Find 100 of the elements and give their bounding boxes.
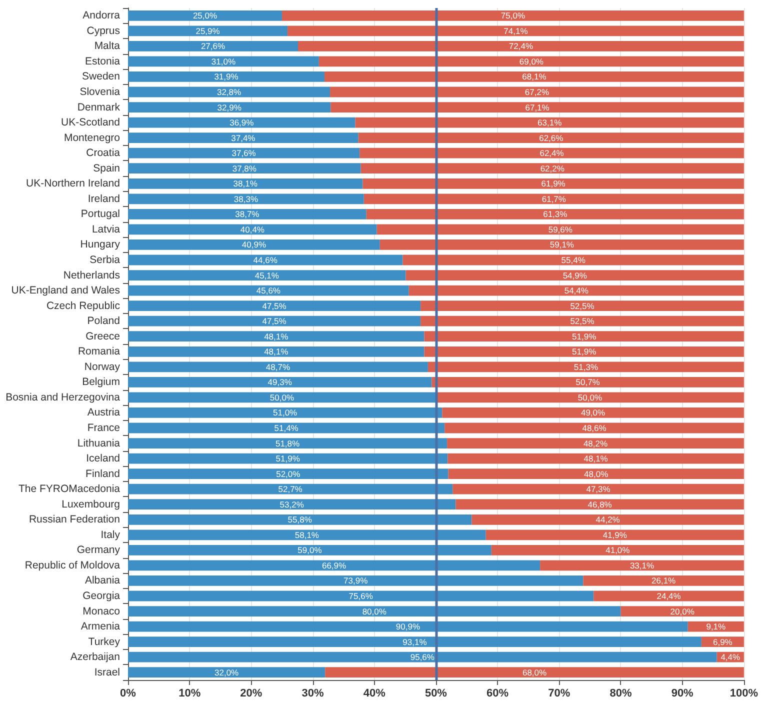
bar — [128, 300, 421, 312]
data-label: 25,9% — [196, 26, 220, 36]
y-tick-label: Armenia — [80, 620, 120, 633]
data-label: 27,6% — [200, 41, 226, 52]
data-label: 59,1% — [550, 240, 574, 250]
y-tick-label: UK-England and Wales — [11, 284, 120, 297]
bar — [486, 530, 744, 540]
data-label: 62,6% — [539, 132, 564, 143]
bar — [444, 422, 744, 434]
y-tick-label: Serbia — [90, 254, 120, 266]
bar — [128, 392, 436, 403]
y-tick-label: Portugal — [80, 208, 120, 220]
data-label: 80,0% — [362, 606, 387, 616]
bar — [472, 514, 744, 525]
bar — [128, 117, 356, 128]
bar — [424, 346, 744, 357]
bar — [366, 208, 744, 220]
bar — [448, 453, 744, 464]
y-tick-label: Romania — [78, 346, 120, 358]
x-tick-label: 30% — [302, 688, 324, 700]
y-tick-label: Monaco — [82, 605, 120, 618]
bar — [620, 606, 744, 616]
bar — [128, 224, 377, 235]
bar — [362, 178, 744, 189]
bar — [128, 560, 540, 571]
bar — [594, 590, 744, 602]
data-label: 61,9% — [541, 178, 566, 189]
bar — [128, 652, 717, 662]
data-label: 51,8% — [275, 438, 300, 448]
y-tick-label: Cyprus — [86, 24, 120, 37]
bar — [128, 240, 380, 250]
data-label: 40,4% — [240, 224, 265, 234]
data-label: 52,7% — [278, 484, 303, 494]
bar — [402, 254, 744, 266]
bar — [360, 163, 744, 174]
y-tick-label: Estonia — [84, 55, 120, 68]
x-tick-label: 10% — [178, 688, 201, 700]
data-label: 61,3% — [543, 209, 568, 220]
data-label: 20,0% — [670, 606, 695, 616]
bar — [128, 484, 453, 494]
bar — [128, 208, 366, 220]
y-tick-label: Andorra — [82, 10, 120, 22]
data-label: 48,6% — [582, 423, 607, 433]
y-tick-label: Lithuania — [77, 437, 120, 450]
bar — [128, 530, 486, 540]
data-label: 75,6% — [348, 591, 374, 601]
bar — [128, 606, 621, 616]
data-label: 69,0% — [519, 56, 544, 66]
data-label: 62,2% — [540, 163, 565, 174]
y-tick-label: Poland — [87, 315, 120, 328]
bar — [324, 72, 744, 82]
bar — [128, 178, 363, 189]
data-label: 50,0% — [270, 392, 294, 402]
data-label: 55,8% — [288, 514, 312, 525]
y-tick-label: Iceland — [86, 452, 120, 465]
data-label: 61,7% — [542, 194, 566, 204]
bar — [128, 590, 594, 602]
data-label: 48,1% — [264, 346, 289, 357]
data-label: 36,9% — [230, 118, 254, 128]
y-tick-label: Israel — [94, 666, 120, 678]
bar — [128, 362, 428, 372]
data-label: 37,6% — [232, 148, 256, 158]
bar — [424, 331, 744, 342]
bar — [420, 316, 744, 326]
data-label: 74,1% — [504, 26, 528, 36]
data-label: 52,5% — [570, 316, 595, 326]
data-label: 93,1% — [402, 636, 428, 647]
bar — [128, 163, 361, 174]
data-label: 47,3% — [586, 484, 611, 494]
data-label: 24,4% — [656, 591, 682, 601]
data-label: 38,1% — [233, 178, 258, 189]
bar — [432, 376, 744, 388]
y-tick-label: Azerbaijan — [70, 651, 120, 664]
data-label: 32,9% — [217, 102, 242, 112]
y-tick-label: Croatia — [86, 147, 120, 160]
x-tick-label: 100% — [730, 688, 758, 700]
y-tick-label: Spain — [93, 162, 120, 174]
bar — [128, 376, 432, 388]
data-label: 41,9% — [602, 530, 628, 540]
bar — [128, 148, 360, 158]
data-label: 68,1% — [522, 72, 547, 82]
data-label: 45,6% — [256, 286, 281, 296]
data-label: 37,4% — [231, 132, 256, 143]
data-label: 4,4% — [720, 652, 741, 662]
y-tick-label: Denmark — [77, 101, 121, 114]
data-label: 37,8% — [232, 163, 257, 174]
data-label: 48,7% — [266, 362, 290, 372]
bar — [288, 26, 744, 36]
y-tick-label: Luxembourg — [62, 498, 120, 510]
bar — [128, 285, 409, 296]
bar — [128, 102, 331, 112]
y-tick-label: Netherlands — [63, 269, 120, 282]
data-label: 41,0% — [606, 545, 630, 556]
data-label: 38,3% — [234, 194, 258, 204]
y-tick-label: UK-Northern Ireland — [26, 178, 120, 190]
x-tick-label: 20% — [240, 688, 262, 700]
y-tick-label: UK-Scotland — [61, 116, 120, 129]
data-label: 47,5% — [262, 316, 287, 326]
y-tick-label: Italy — [100, 528, 121, 541]
data-label: 44,6% — [253, 255, 278, 265]
